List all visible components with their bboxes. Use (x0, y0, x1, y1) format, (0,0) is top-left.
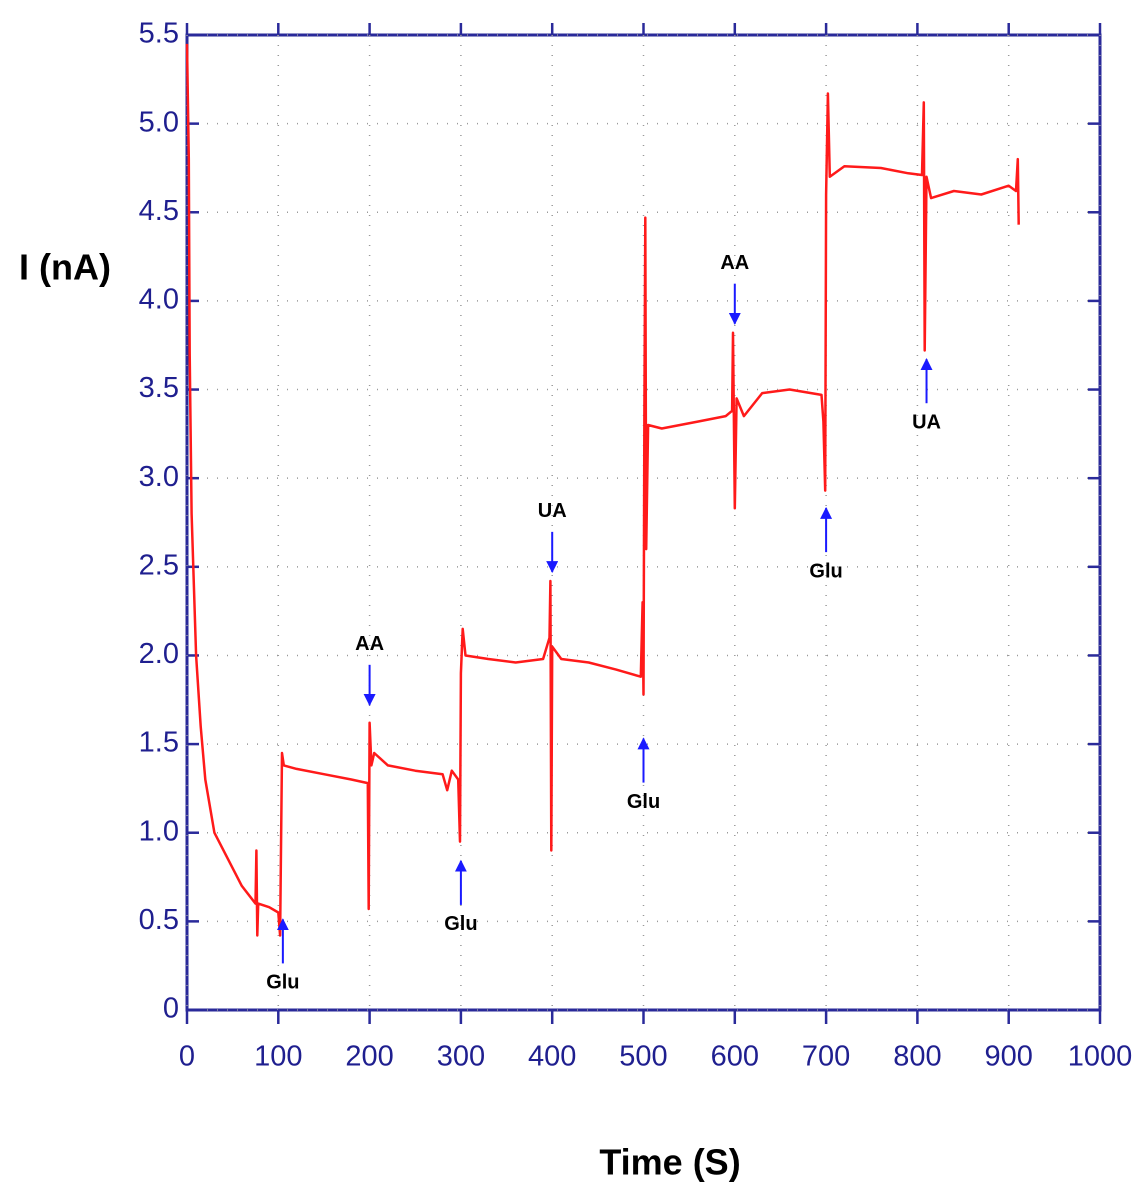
y-tick-label: 4.5 (139, 195, 179, 227)
annotation: UA (538, 500, 567, 522)
annotation: AA (720, 252, 749, 274)
y-tick-label: 0.5 (139, 904, 179, 936)
x-tick-label: 800 (893, 1041, 941, 1073)
y-axis-title: I (nA) (19, 247, 111, 288)
x-tick-label: 700 (802, 1041, 850, 1073)
y-tick-label: 2.0 (139, 638, 179, 670)
data-line (185, 43, 1020, 937)
y-tick-label: 3.0 (139, 461, 179, 493)
y-tick-label: 5.5 (139, 18, 179, 50)
y-tick-label: 1.0 (139, 815, 179, 847)
annotation: AA (355, 633, 384, 655)
x-tick-label: 600 (711, 1041, 759, 1073)
x-tick-label: 300 (437, 1041, 485, 1073)
annotation: Glu (444, 913, 477, 935)
x-tick-label: 100 (254, 1041, 302, 1073)
annotation: Glu (809, 560, 842, 582)
x-axis-title: Time (S) (599, 1142, 740, 1183)
x-tick-label: 500 (619, 1041, 667, 1073)
x-tick-label: 400 (528, 1041, 576, 1073)
y-tick-label: 5.0 (139, 106, 179, 138)
annotation: Glu (266, 972, 299, 994)
y-tick-label: 1.5 (139, 727, 179, 759)
y-tick-label: 2.5 (139, 549, 179, 581)
y-tick-label: 4.0 (139, 284, 179, 316)
y-tick-label: 0 (163, 993, 179, 1025)
annotation: Glu (627, 791, 660, 813)
x-tick-label: 1000 (1068, 1041, 1133, 1073)
x-tick-label: 0 (179, 1041, 195, 1073)
x-tick-label: 200 (345, 1041, 393, 1073)
annotation: UA (912, 412, 941, 434)
y-tick-label: 3.5 (139, 372, 179, 404)
x-tick-label: 900 (985, 1041, 1033, 1073)
